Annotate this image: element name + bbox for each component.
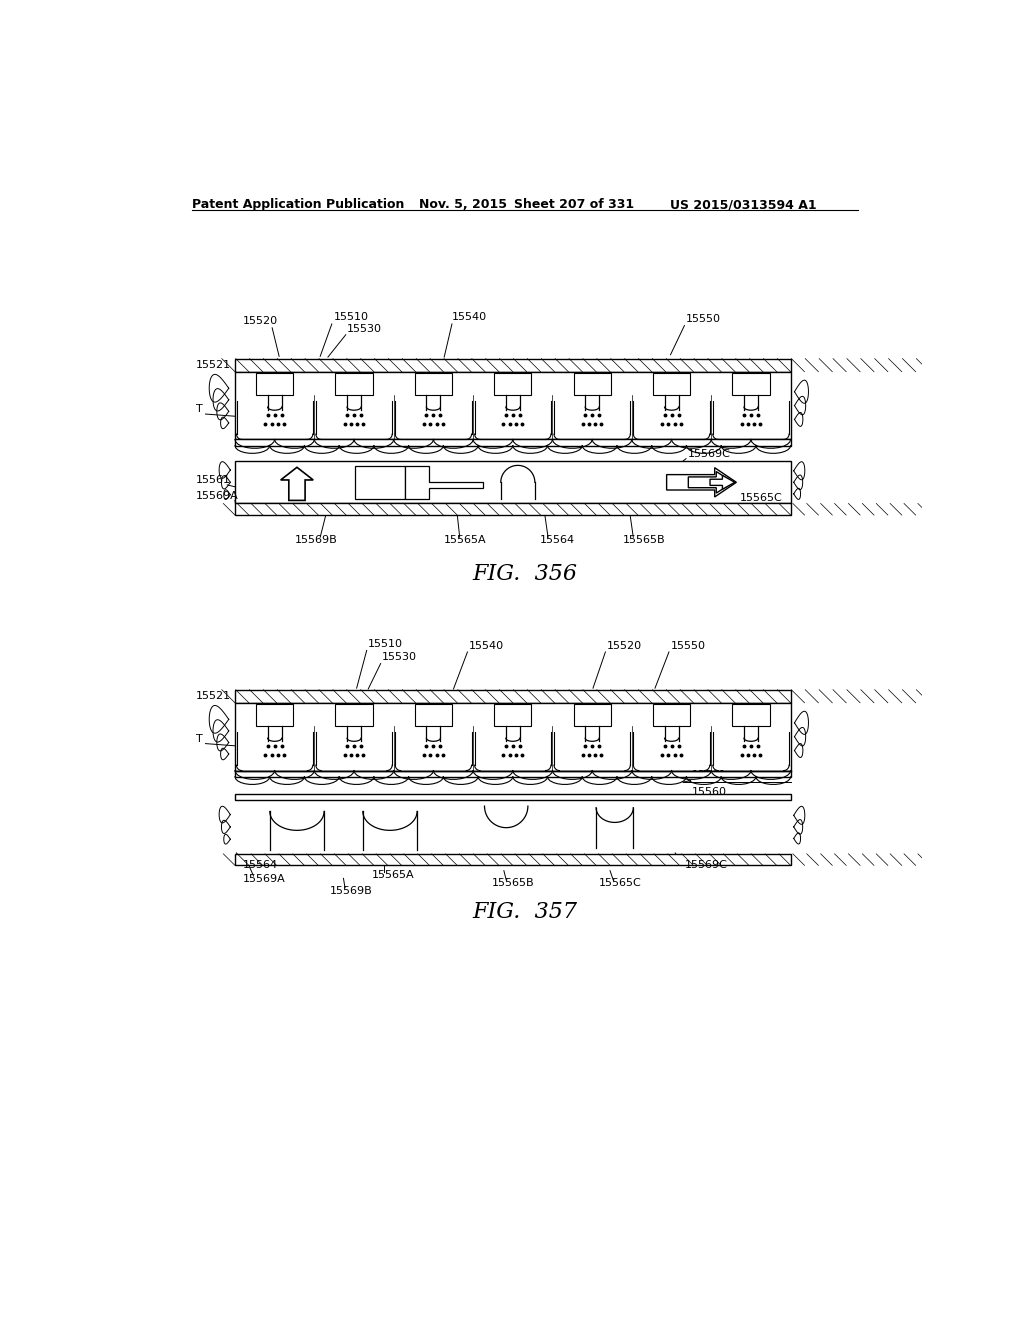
Bar [256,705,293,726]
Text: 15565C: 15565C [740,494,783,503]
Bar [732,705,769,726]
Text: 15521: 15521 [197,690,231,701]
Text: 15520: 15520 [607,642,642,651]
Text: T: T [197,734,203,744]
Bar [234,359,791,372]
Bar [415,705,452,726]
Bar [234,702,791,771]
Bar [256,374,293,395]
Bar [234,372,791,440]
Text: 15530: 15530 [382,652,417,663]
Text: FIG.  356: FIG. 356 [472,562,578,585]
Bar [234,440,791,446]
Text: 15569C: 15569C [684,861,727,870]
FancyArrow shape [281,467,313,500]
Bar [234,503,791,515]
FancyArrow shape [688,471,733,494]
Bar [495,705,531,726]
Text: 15565A: 15565A [372,870,415,880]
Text: Nov. 5, 2015: Nov. 5, 2015 [419,198,507,211]
Text: 15569C: 15569C [687,449,730,459]
Text: 15520: 15520 [243,315,278,326]
Text: 15550: 15550 [686,314,721,323]
Bar [234,689,791,702]
Text: 15565B: 15565B [493,878,535,888]
Text: 15510: 15510 [334,312,369,322]
Text: 15565A: 15565A [444,536,486,545]
Bar [234,854,791,866]
Text: 15530: 15530 [347,323,382,334]
FancyArrow shape [667,467,736,496]
Bar [732,374,769,395]
Text: 15510: 15510 [369,639,403,649]
Text: 15565B: 15565B [623,536,665,545]
FancyArrow shape [710,475,735,490]
Text: 15550: 15550 [671,642,706,651]
Text: T: T [197,404,203,414]
Text: 15569A: 15569A [197,491,239,500]
Text: 15560: 15560 [692,787,727,797]
Bar [415,374,452,395]
Text: 15540: 15540 [452,312,487,322]
Text: 15564: 15564 [243,861,278,870]
Text: 15569B: 15569B [295,536,337,545]
Text: 15569B: 15569B [330,886,373,896]
Bar [234,771,791,776]
Text: Sheet 207 of 331: Sheet 207 of 331 [514,198,634,211]
Polygon shape [406,466,483,499]
Bar [653,705,690,726]
Text: Patent Application Publication: Patent Application Publication [191,198,403,211]
Bar [573,374,610,395]
Text: 15540: 15540 [469,642,504,651]
Text: 15564: 15564 [541,536,575,545]
Text: FIG.  357: FIG. 357 [472,902,578,924]
Text: 15561: 15561 [692,771,727,780]
Bar [234,793,791,800]
Text: 15565C: 15565C [599,878,642,888]
Text: US 2015/0313594 A1: US 2015/0313594 A1 [671,198,817,211]
Bar [336,705,373,726]
Bar [336,374,373,395]
Text: 15521: 15521 [197,360,231,370]
Bar [573,705,610,726]
Text: 15561: 15561 [197,475,231,486]
Bar [355,466,406,499]
Text: 15569A: 15569A [243,874,286,884]
Bar [653,374,690,395]
Bar [495,374,531,395]
Bar [234,461,791,503]
